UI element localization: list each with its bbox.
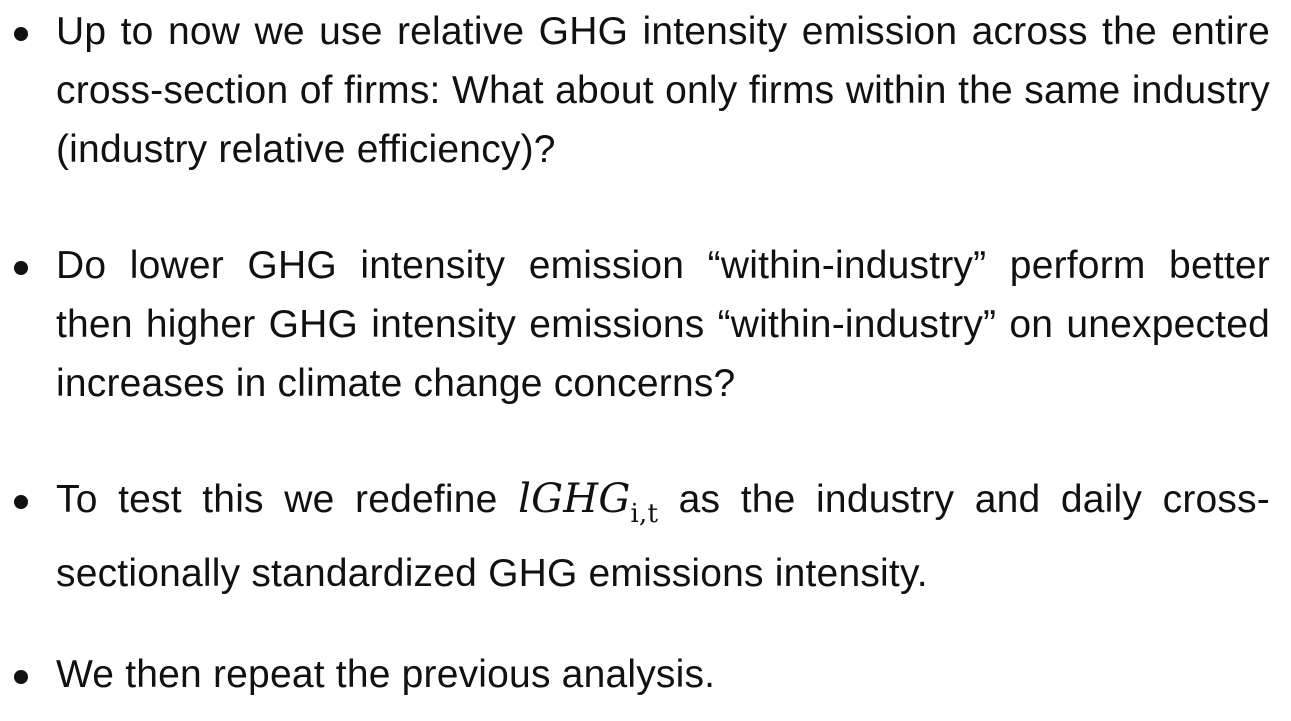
bullet-text-after: as the industry and daily cross-sectiona… — [56, 478, 1270, 595]
math-subscript: i,t — [630, 499, 659, 529]
bullet-text: Up to now we use relative GHG intensity … — [56, 10, 1270, 171]
bullet-text: To test this we redefine lGHGi,t as the … — [56, 470, 1270, 603]
bullet-point-icon — [14, 670, 28, 684]
bullet-text-before: To test this we redefine — [56, 478, 519, 521]
bullet-point-icon — [14, 27, 28, 41]
bullet-point-icon — [14, 495, 28, 509]
bullet-text: We then repeat the previous analysis. — [56, 653, 716, 696]
bullet-point-icon — [14, 261, 28, 275]
bullet-text: Do lower GHG intensity emission “within-… — [56, 244, 1270, 405]
math-variable: lGHG — [518, 476, 631, 522]
